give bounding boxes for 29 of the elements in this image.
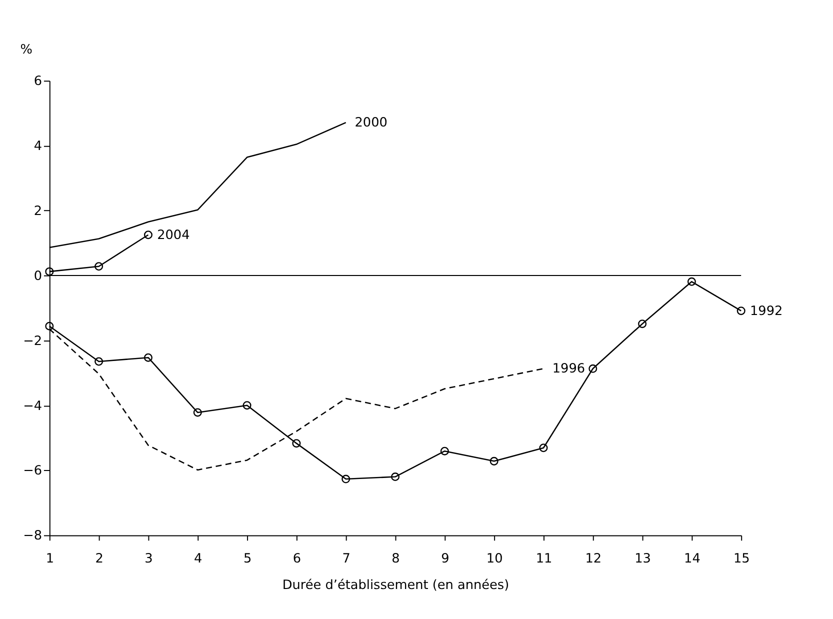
y-tick-label: 6 [34, 74, 42, 90]
y-axis-title: % [20, 42, 32, 58]
series-label: 2000 [354, 116, 388, 130]
x-tick-label: 12 [585, 551, 602, 566]
y-tick-label: 2 [34, 204, 42, 219]
x-tick-label: 10 [486, 551, 503, 566]
x-tick-label: 14 [684, 551, 700, 566]
y-tick-label: −6 [23, 464, 42, 479]
x-tick-label: 6 [292, 551, 302, 566]
x-tick-label: 15 [733, 551, 750, 566]
x-tick-label: 4 [194, 551, 202, 566]
y-tick-label: −8 [23, 528, 42, 544]
x-tick-label: 13 [634, 551, 651, 566]
series-label: 1996 [552, 362, 586, 377]
x-tick-label: 5 [243, 551, 252, 566]
y-tick-label: 0 [34, 268, 42, 284]
y-tick-label: 4 [34, 139, 42, 154]
y-tick-label: −4 [23, 398, 42, 414]
x-tick-label: 3 [144, 551, 153, 566]
x-tick-label: 8 [392, 551, 400, 566]
series-label: 2004 [157, 228, 190, 243]
x-tick-label: 1 [46, 551, 54, 566]
x-tick-label: 7 [342, 551, 350, 566]
y-tick-label: −2 [23, 334, 42, 349]
series-label: 1992 [750, 304, 783, 319]
x-axis-title: Durée d’établissement (en années) [282, 578, 510, 594]
x-tick-label: 11 [536, 551, 552, 566]
x-tick-label: 2 [95, 551, 104, 566]
x-tick-label: 9 [441, 551, 450, 566]
